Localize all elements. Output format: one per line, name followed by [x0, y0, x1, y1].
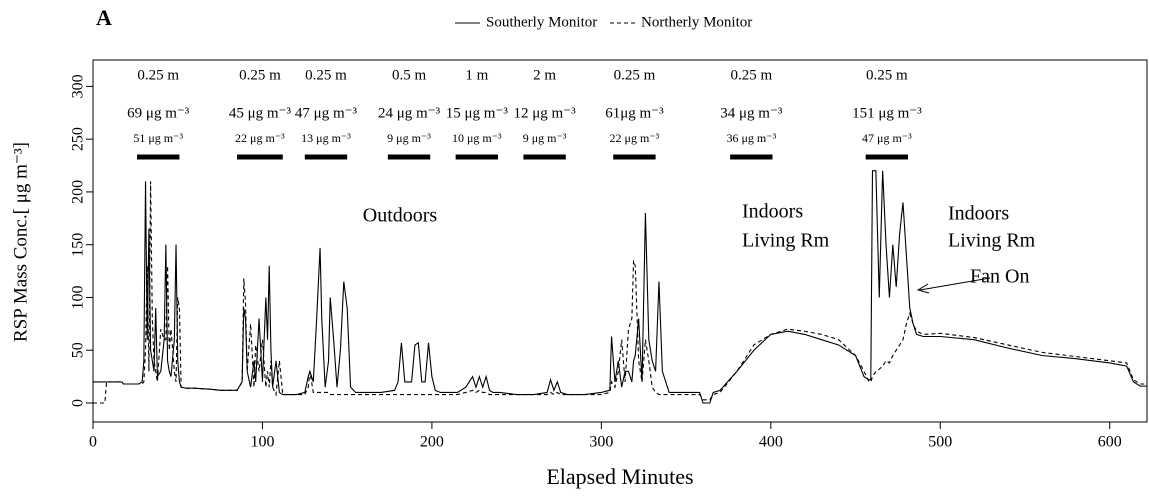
annotation: Living Rm: [742, 230, 830, 252]
annotation: Outdoors: [363, 205, 438, 227]
segment-concentration-2: 10 μg m⁻³: [452, 131, 502, 145]
segment-distance: 0.25 m: [137, 67, 179, 83]
annotation-arrowhead: [916, 283, 930, 294]
legend-label: Northerly Monitor: [641, 14, 752, 30]
segment-concentration-2: 13 μg m⁻³: [301, 131, 351, 145]
x-axis-label: Elapsed Minutes: [546, 464, 693, 489]
segment-bar: [730, 154, 773, 160]
x-tick-label: 500: [928, 434, 952, 451]
segment-distance: 0.25 m: [730, 67, 772, 83]
segment-bar: [137, 154, 180, 160]
annotation: Fan On: [970, 266, 1029, 288]
panel-label: A: [96, 5, 112, 30]
x-tick-label: 0: [89, 434, 97, 451]
segment-concentration: 47 μg m⁻³: [295, 105, 358, 121]
segment-bar: [455, 154, 498, 160]
legend-label: Southerly Monitor: [486, 14, 597, 30]
segment-distance: 0.25 m: [866, 67, 908, 83]
segment-concentration: 45 μg m⁻³: [229, 105, 292, 121]
y-axis-label: RSP Mass Conc.[ μg m⁻³]: [10, 142, 31, 342]
segment-bar: [523, 154, 566, 160]
y-tick-label: 200: [70, 180, 87, 204]
segment-concentration-2: 47 μg m⁻³: [862, 131, 912, 145]
series-line: [93, 181, 1147, 404]
x-tick-label: 600: [1098, 434, 1122, 451]
annotation: Indoors: [742, 201, 803, 223]
segment-concentration-2: 36 μg m⁻³: [726, 131, 776, 145]
segment-concentration-2: 22 μg m⁻³: [610, 131, 660, 145]
segment-concentration: 151 μg m⁻³: [852, 105, 922, 121]
segment-distance: 0.5 m: [392, 67, 427, 83]
segment-bar: [865, 154, 909, 160]
segment-concentration-2: 9 μg m⁻³: [523, 131, 567, 145]
annotation-arrow: [919, 277, 991, 291]
x-tick-label: 300: [589, 434, 613, 451]
plot-frame: [92, 59, 1148, 423]
segment-concentration-2: 22 μg m⁻³: [235, 131, 285, 145]
x-tick-label: 200: [420, 434, 444, 451]
segment-concentration: 69 μg m⁻³: [127, 105, 190, 121]
segment-concentration-2: 9 μg m⁻³: [387, 131, 431, 145]
annotation: Living Rm: [948, 230, 1036, 252]
y-tick-label: 0: [70, 399, 87, 407]
annotation: Indoors: [948, 203, 1009, 225]
series-line: [93, 170, 1147, 404]
segment-distance: 0.25 m: [305, 67, 347, 83]
segment-distance: 0.25 m: [239, 67, 281, 83]
segment-concentration: 34 μg m⁻³: [720, 105, 783, 121]
segment-concentration: 15 μg m⁻³: [446, 105, 509, 121]
segment-concentration: 12 μg m⁻³: [514, 105, 577, 121]
y-tick-label: 250: [70, 127, 87, 151]
y-tick-label: 300: [70, 74, 87, 98]
segment-concentration: 61μg m⁻³: [605, 105, 664, 121]
y-tick-label: 50: [70, 342, 87, 358]
segment-bar: [613, 154, 656, 160]
x-tick-label: 100: [250, 434, 274, 451]
y-tick-label: 100: [70, 285, 87, 309]
segment-bar: [237, 154, 283, 160]
segment-distance: 1 m: [465, 67, 488, 83]
y-tick-label: 150: [70, 233, 87, 257]
x-tick-label: 400: [759, 434, 783, 451]
segment-distance: 2 m: [533, 67, 556, 83]
segment-concentration: 24 μg m⁻³: [378, 105, 441, 121]
segment-bar: [304, 154, 348, 160]
segment-bar: [387, 154, 431, 160]
segment-distance: 0.25 m: [614, 67, 656, 83]
segment-concentration-2: 51 μg m⁻³: [133, 131, 183, 145]
